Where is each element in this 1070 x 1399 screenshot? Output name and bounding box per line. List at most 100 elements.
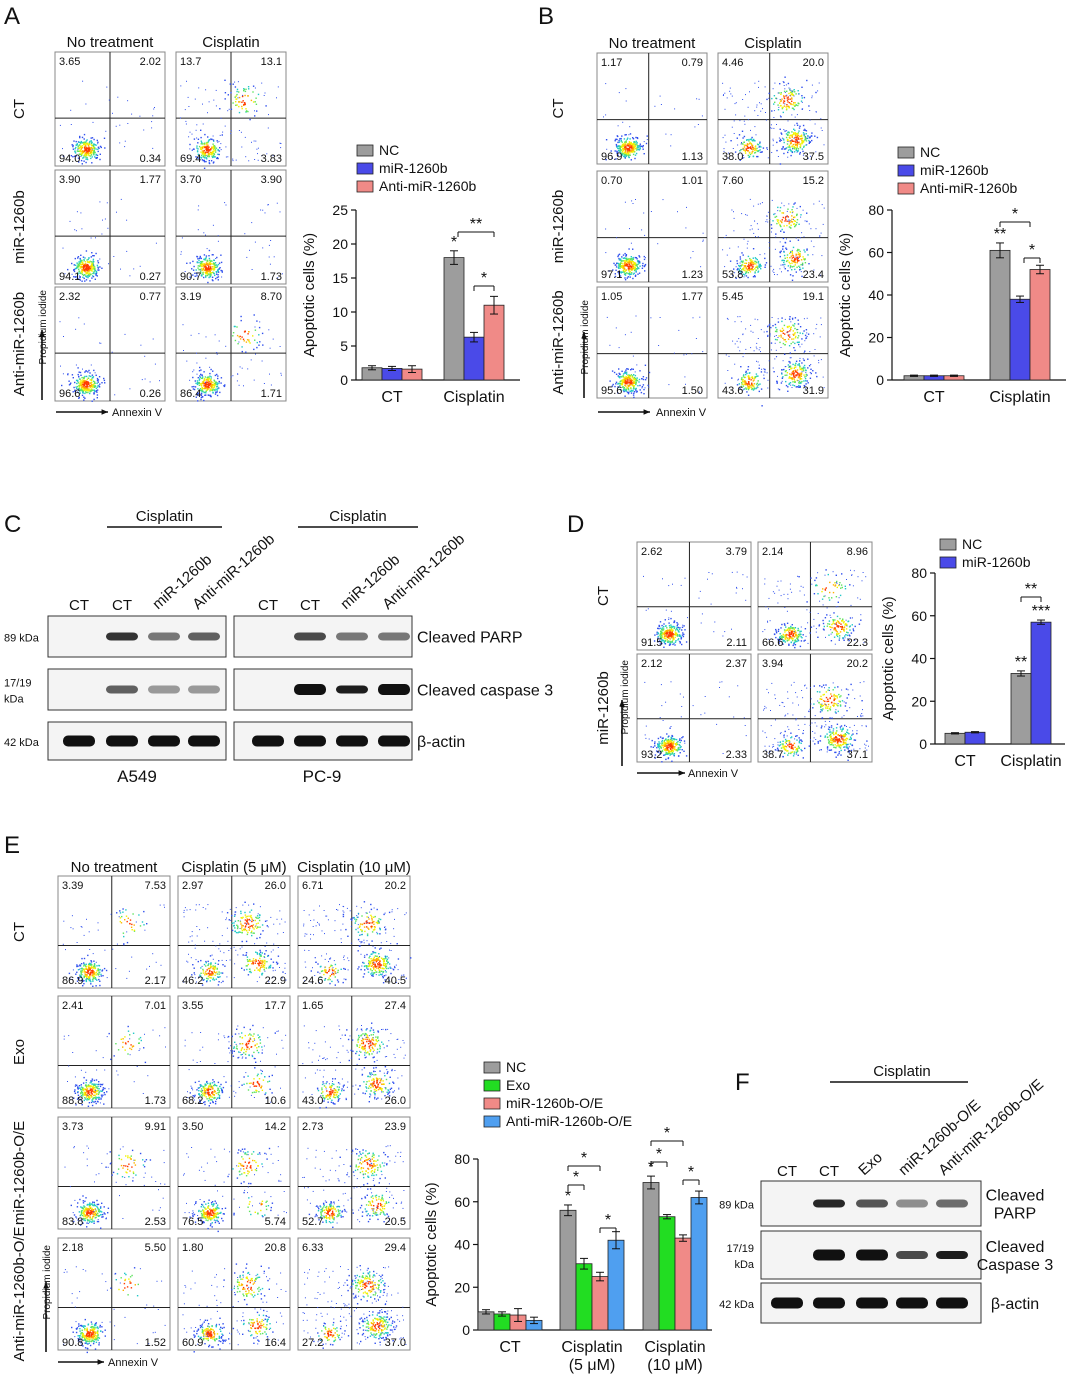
flow-event-dot	[779, 210, 781, 212]
flow-event-dot	[617, 267, 620, 269]
flow-event-dot	[781, 140, 783, 141]
flow-event-dot	[197, 267, 199, 269]
flow-event-dot	[630, 369, 632, 371]
flow-event-dot	[794, 202, 796, 204]
flow-event-dot	[792, 151, 794, 153]
flow-event-dot	[632, 258, 635, 260]
flow-event-dot	[632, 261, 635, 263]
flow-event-dot	[747, 268, 749, 271]
flow-event-dot	[191, 133, 193, 135]
flow-event-dot	[788, 132, 790, 134]
quadrant-value: 86.4	[180, 388, 201, 400]
flow-event-dot	[771, 199, 773, 201]
flow-event-dot	[749, 146, 752, 148]
flow-event-dot	[735, 114, 737, 116]
flow-event-dot	[212, 162, 215, 164]
flow-event-dot	[753, 386, 755, 388]
flow-event-dot	[79, 384, 81, 386]
flow-event-dot	[208, 384, 210, 386]
flow-event-dot	[797, 150, 799, 152]
flow-event-dot	[805, 375, 807, 377]
flow-event-dot	[777, 220, 779, 223]
flow-event-dot	[794, 91, 796, 93]
flow-event-dot	[749, 153, 752, 156]
flow-event-dot	[784, 635, 786, 637]
flow-event-dot	[624, 154, 626, 157]
flow-event-dot	[796, 214, 798, 216]
flow-event-dot	[779, 637, 781, 640]
flow-event-dot	[93, 398, 95, 401]
flow-event-dot	[771, 127, 773, 129]
flow-event-dot	[818, 362, 820, 364]
flow-event-dot	[101, 233, 103, 235]
flow-event-dot	[770, 326, 772, 329]
flow-event-dot	[92, 263, 94, 265]
flow-event-dot	[85, 149, 87, 152]
flow-event-dot	[97, 143, 99, 145]
flow-event-dot	[206, 248, 208, 250]
flow-event-dot	[665, 635, 667, 637]
flow-event-dot	[91, 277, 93, 279]
flow-event-dot	[618, 265, 621, 267]
flow-event-dot	[620, 375, 622, 378]
flow-event-dot	[202, 272, 204, 274]
flow-event-dot	[630, 242, 632, 244]
flow-event-dot	[791, 131, 793, 133]
flow-event-dot	[632, 377, 634, 379]
flow-event-dot	[803, 258, 805, 260]
flow-event-dot	[774, 82, 776, 84]
flow-event-dot	[261, 332, 264, 335]
flow-event-dot	[702, 240, 704, 242]
flow-event-dot	[781, 377, 783, 379]
flow-event-dot	[632, 385, 634, 387]
row-header: miR-1260b	[11, 190, 28, 263]
flow-event-dot	[783, 148, 785, 150]
flow-event-dot	[627, 382, 629, 384]
flow-event-dot	[638, 255, 640, 257]
flow-event-dot	[779, 223, 781, 226]
flow-event-dot	[750, 383, 753, 386]
flow-event-dot	[748, 377, 750, 379]
row-header: miR-1260b	[550, 190, 567, 263]
flow-event-dot	[792, 94, 794, 96]
flow-event-dot	[78, 272, 80, 274]
flow-event-dot	[671, 625, 673, 628]
flow-event-dot	[85, 156, 87, 158]
flow-event-dot	[73, 270, 76, 273]
flow-event-dot	[778, 106, 780, 108]
flow-event-dot	[81, 145, 84, 147]
flow-event-dot	[692, 317, 694, 319]
flow-event-dot	[744, 262, 746, 264]
flow-event-dot	[202, 267, 205, 269]
flow-event-dot	[196, 151, 199, 153]
flow-event-dot	[59, 124, 61, 126]
flow-event-dot	[213, 383, 215, 385]
flow-event-dot	[73, 269, 75, 271]
flow-event-dot	[818, 200, 820, 202]
flow-event-dot	[617, 271, 620, 273]
flow-event-dot	[821, 598, 824, 600]
flow-event-dot	[740, 366, 742, 368]
flow-event-dot	[211, 387, 213, 389]
flow-event-dot	[84, 154, 86, 157]
flow-event-dot	[619, 259, 621, 261]
flow-event-dot	[209, 384, 211, 386]
flow-event-dot	[629, 260, 632, 262]
flow-event-dot	[792, 363, 794, 366]
flow-event-dot	[797, 627, 799, 630]
flow-event-dot	[216, 353, 218, 355]
flow-event-dot	[72, 391, 74, 393]
flow-event-dot	[200, 261, 203, 263]
flow-event-dot	[794, 225, 796, 228]
flow-event-dot	[815, 372, 817, 374]
flow-event-dot	[84, 153, 86, 156]
flow-event-dot	[779, 268, 781, 270]
flow-event-dot	[783, 81, 785, 84]
flow-event-dot	[809, 632, 811, 634]
bar	[1009, 298, 1031, 381]
flow-event-dot	[787, 140, 789, 142]
flow-event-dot	[675, 634, 677, 636]
flow-event-dot	[90, 154, 93, 156]
y-tick-label: 0	[340, 372, 348, 388]
